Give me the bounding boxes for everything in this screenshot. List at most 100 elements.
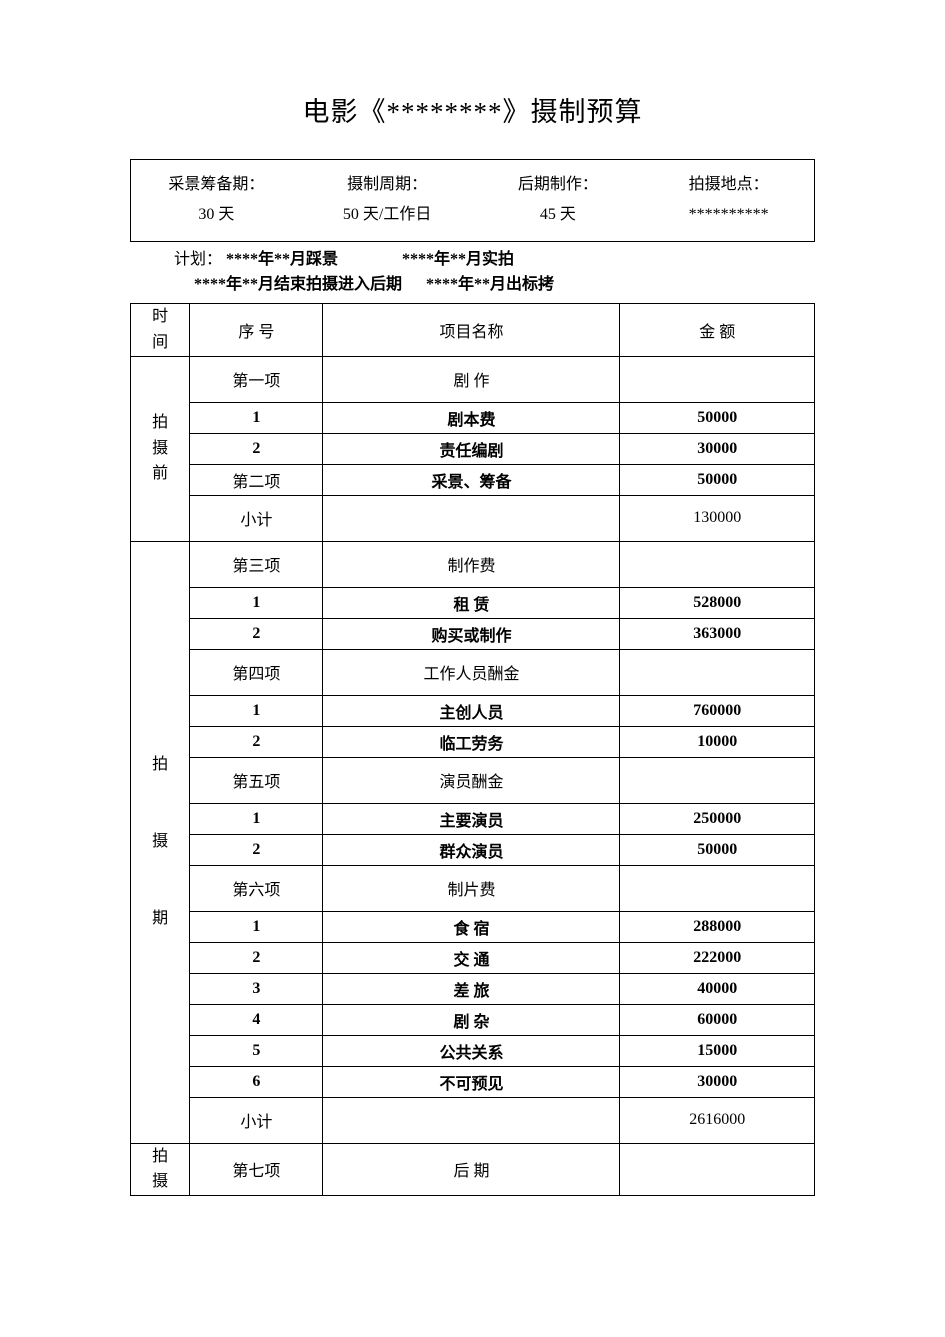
table-cell [323,1097,620,1143]
table-cell: 主要演员 [323,803,620,834]
table-cell: 责任编剧 [323,433,620,464]
page-title: 电影《********》摄制预算 [130,90,815,129]
table-cell: 222000 [620,942,815,973]
table-row: 2群众演员50000 [131,834,815,865]
table-cell: 2 [190,726,323,757]
table-cell: 3 [190,973,323,1004]
table-row: 2交 通222000 [131,942,815,973]
table-cell: 食 宿 [323,911,620,942]
table-cell: 演员酬金 [323,757,620,803]
table-cell: 60000 [620,1004,815,1035]
info-loc: 拍摄地点： ********** [643,170,814,231]
table-cell: 制片费 [323,865,620,911]
table-cell: 租 赁 [323,587,620,618]
table-row: 拍摄期第三项制作费 [131,541,815,587]
table-cell [620,649,815,695]
table-cell: 第五项 [190,757,323,803]
info-post-label: 后期制作： [473,170,644,200]
table-cell [620,865,815,911]
table-row: 6不可预见30000 [131,1066,815,1097]
table-row: 第六项制片费 [131,865,815,911]
table-cell [620,757,815,803]
info-shoot-label: 摄制周期： [302,170,473,200]
table-cell: 6 [190,1066,323,1097]
table-cell: 1 [190,911,323,942]
table-cell: 工作人员酬金 [323,649,620,695]
table-cell [620,1143,815,1195]
table-row: 拍摄前第一项剧 作 [131,356,815,402]
table-cell: 2 [190,433,323,464]
table-row: 小计 2616000 [131,1097,815,1143]
table-row: 时间序 号项目名称金 额 [131,304,815,356]
table-cell: 760000 [620,695,815,726]
table-cell: 第一项 [190,356,323,402]
table-cell: 1 [190,402,323,433]
info-loc-value: ********** [643,200,814,230]
table-cell: 4 [190,1004,323,1035]
table-cell: 剧 杂 [323,1004,620,1035]
table-row: 1主创人员760000 [131,695,815,726]
table-cell: 15000 [620,1035,815,1066]
table-row: 1主要演员250000 [131,803,815,834]
table-cell: 公共关系 [323,1035,620,1066]
table-cell: 小计 [190,1097,323,1143]
table-cell: 2616000 [620,1097,815,1143]
table-cell: 1 [190,803,323,834]
table-cell: 主创人员 [323,695,620,726]
table-cell: 差 旅 [323,973,620,1004]
table-row: 2临工劳务10000 [131,726,815,757]
table-cell: 序 号 [190,304,323,356]
table-cell: 5 [190,1035,323,1066]
table-cell: 2 [190,942,323,973]
table-row: 第五项演员酬金 [131,757,815,803]
table-cell: 363000 [620,618,815,649]
table-row: 第四项工作人员酬金 [131,649,815,695]
plan-l2a: ****年**月结束拍摄进入后期 [194,276,402,293]
table-row: 4剧 杂60000 [131,1004,815,1035]
table-cell: 拍摄 [131,1143,190,1195]
table-cell: 1 [190,587,323,618]
table-cell: 50000 [620,464,815,495]
table-cell: 剧 作 [323,356,620,402]
table-row: 第二项采景、筹备50000 [131,464,815,495]
table-cell: 288000 [620,911,815,942]
table-cell: 1 [190,695,323,726]
table-cell: 30000 [620,1066,815,1097]
table-cell: 拍摄前 [131,356,190,541]
info-loc-label: 拍摄地点： [643,170,814,200]
table-cell: 10000 [620,726,815,757]
table-cell: 时间 [131,304,190,356]
table-cell [323,495,620,541]
table-cell: 金 额 [620,304,815,356]
table-cell: 40000 [620,973,815,1004]
info-shoot-value: 50 天/工作日 [302,200,473,230]
table-cell: 后 期 [323,1143,620,1195]
table-cell [620,356,815,402]
table-cell: 小计 [190,495,323,541]
table-cell: 2 [190,618,323,649]
table-cell: 50000 [620,834,815,865]
plan-l2b: ****年**月出标拷 [426,276,554,293]
budget-table: 时间序 号项目名称金 额拍摄前第一项剧 作1剧本费500002责任编剧30000… [130,303,815,1195]
info-prep-label: 采景筹备期： [131,170,302,200]
table-row: 2购买或制作363000 [131,618,815,649]
table-row: 3差 旅40000 [131,973,815,1004]
table-cell: 交 通 [323,942,620,973]
table-row: 5公共关系15000 [131,1035,815,1066]
table-cell: 制作费 [323,541,620,587]
table-row: 1食 宿288000 [131,911,815,942]
table-cell: 项目名称 [323,304,620,356]
table-row: 1租 赁528000 [131,587,815,618]
table-row: 小计130000 [131,495,815,541]
info-shoot: 摄制周期： 50 天/工作日 [302,170,473,231]
table-cell: 250000 [620,803,815,834]
plan-l1b: ****年**月实拍 [402,251,514,268]
table-cell: 第三项 [190,541,323,587]
table-row: 1剧本费50000 [131,402,815,433]
table-cell: 528000 [620,587,815,618]
table-cell: 拍摄期 [131,541,190,1143]
info-prep: 采景筹备期： 30 天 [131,170,302,231]
info-post-value: 45 天 [473,200,644,230]
table-cell: 第四项 [190,649,323,695]
info-post: 后期制作： 45 天 [473,170,644,231]
